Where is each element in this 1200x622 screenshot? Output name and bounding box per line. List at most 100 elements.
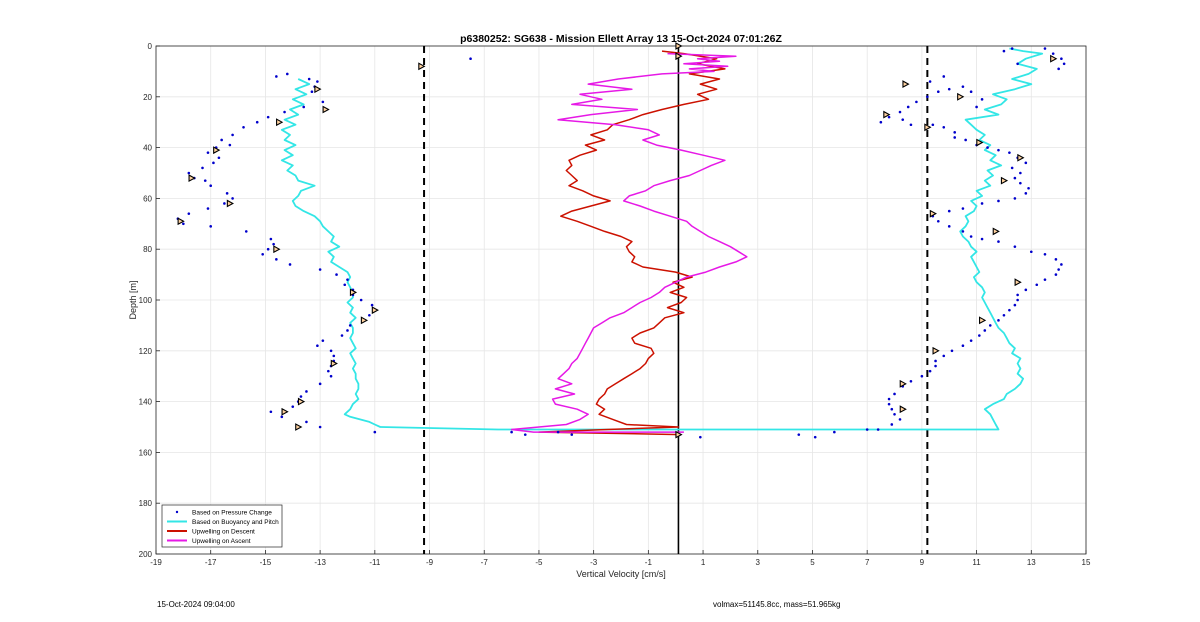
pressure-change-point	[182, 222, 185, 226]
pressure-change-point	[1060, 57, 1063, 60]
triangle-marker	[902, 80, 910, 89]
pressure-change-point	[942, 354, 946, 358]
pressure-change-point	[1054, 258, 1058, 261]
x-tick-label: 15	[1082, 558, 1091, 567]
triangle-marker	[979, 316, 987, 325]
y-axis-label: Depth [m]	[128, 280, 138, 319]
pressure-change-point	[986, 146, 989, 149]
triangle-marker	[1017, 153, 1025, 162]
triangle-marker	[1000, 176, 1009, 185]
pressure-change-point	[305, 420, 308, 424]
triangle-marker	[675, 52, 683, 61]
y-tick-label: 80	[143, 245, 152, 254]
pressure-change-point	[813, 435, 817, 439]
pressure-change-point	[915, 100, 918, 104]
x-tick-label: -17	[205, 558, 217, 567]
pressure-change-point	[280, 415, 284, 419]
pressure-change-point	[1043, 47, 1047, 50]
pressure-change-point	[332, 354, 336, 358]
pressure-change-point	[961, 207, 965, 210]
pressure-change-point	[203, 179, 207, 182]
pressure-change-point	[321, 100, 325, 104]
pressure-change-point	[934, 359, 937, 363]
x-tick-label: -11	[369, 558, 381, 567]
pressure-change-point	[187, 171, 191, 175]
pressure-change-point	[556, 430, 560, 434]
pressure-change-point	[947, 225, 951, 228]
x-tick-label: 1	[701, 558, 706, 567]
pressure-change-point	[275, 258, 278, 261]
triangle-marker	[273, 245, 281, 254]
y-tick-label: 100	[139, 296, 153, 305]
pressure-change-point	[961, 85, 965, 88]
pressure-change-point	[570, 433, 574, 436]
pressure-change-point	[1062, 62, 1066, 66]
pressure-change-point	[368, 313, 371, 317]
pressure-change-point	[288, 263, 292, 266]
x-tick-label: -15	[260, 558, 272, 567]
pressure-change-point	[942, 125, 946, 129]
pressure-change-point	[187, 212, 191, 215]
triangle-marker	[213, 146, 221, 155]
pressure-change-point	[1024, 288, 1028, 292]
pressure-change-point	[1027, 186, 1030, 190]
pressure-change-point	[920, 374, 924, 378]
triangle-marker	[992, 227, 1000, 236]
footer-timestamp: 15-Oct-2024 09:04:00	[157, 600, 235, 609]
pressure-change-point	[523, 433, 527, 436]
triangle-marker	[1050, 54, 1058, 63]
pressure-change-point	[961, 230, 965, 233]
pressure-change-point	[983, 329, 987, 332]
pressure-change-point	[469, 57, 472, 60]
triangle-marker	[276, 118, 284, 127]
triangle-marker	[281, 407, 289, 416]
pressure-change-point	[980, 202, 984, 205]
pressure-change-point	[1054, 273, 1058, 276]
triangle-marker	[899, 379, 907, 388]
y-tick-label: 200	[139, 550, 153, 559]
pressure-change-point	[964, 138, 967, 142]
pressure-change-point	[348, 324, 352, 327]
pressure-change-point	[329, 374, 333, 378]
pressure-change-point	[335, 273, 338, 276]
triangle-marker	[322, 105, 330, 114]
y-tick-label: 0	[148, 42, 153, 51]
pressure-change-point	[212, 161, 215, 165]
pressure-change-point	[209, 184, 213, 187]
pressure-change-point	[978, 334, 981, 337]
triangle-marker	[976, 138, 984, 147]
pressure-change-point	[272, 242, 275, 246]
x-ticks: -19 -17 -15 -13 -11 -9 -7 -5 -3 -1 1 3 5 7 9 11 13 15	[150, 550, 1091, 567]
pressure-change-point	[1013, 197, 1017, 200]
triangle-marker	[957, 92, 965, 101]
pressure-change-point	[261, 252, 264, 256]
pressure-change-point	[887, 402, 891, 406]
pressure-change-point	[947, 209, 951, 213]
pressure-change-point	[327, 369, 330, 373]
x-tick-label: -7	[481, 558, 489, 567]
pressure-change-point	[359, 298, 363, 302]
pressure-change-point	[266, 115, 270, 119]
triangle-marker	[418, 62, 426, 71]
pressure-change-point	[926, 95, 929, 99]
pressure-change-point	[225, 192, 229, 195]
pressure-change-point	[928, 80, 932, 83]
pressure-change-point	[244, 230, 248, 233]
x-tick-label: 9	[920, 558, 925, 567]
x-axis-label: Vertical Velocity [cm/s]	[576, 569, 666, 579]
pressure-change-point	[343, 283, 347, 287]
y-tick-label: 20	[143, 93, 152, 102]
pressure-change-point	[318, 268, 322, 271]
triangle-marker	[330, 359, 338, 368]
pressure-change-point	[909, 123, 913, 127]
pressure-change-point	[223, 202, 226, 205]
x-tick-label: -19	[150, 558, 162, 567]
pressure-change-point	[909, 379, 913, 383]
pressure-change-point	[1019, 171, 1022, 175]
pressure-change-point	[266, 247, 270, 251]
pressure-change-point	[936, 90, 940, 94]
pressure-change-point	[373, 430, 377, 434]
pressure-change-point	[329, 349, 333, 353]
pressure-change-point	[997, 148, 1000, 152]
triangle-marker	[675, 42, 683, 50]
